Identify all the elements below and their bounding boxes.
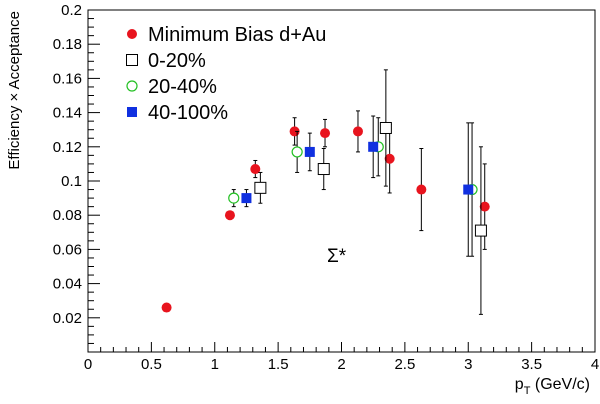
x-tick-label: 2 (337, 356, 345, 373)
data-point (254, 181, 267, 194)
legend-marker (126, 54, 138, 66)
legend: Minimum Bias d+Au 0-20% 20-40% 40-100% (126, 24, 326, 124)
data-point (474, 224, 487, 237)
y-tick-label: 0.02 (53, 310, 82, 327)
x-axis-label: pT (GeV/c) (515, 376, 590, 397)
legend-label: 20-40% (148, 76, 217, 98)
x-tick-label: 3.5 (521, 356, 542, 373)
x-axis-label-main: p (515, 376, 524, 393)
y-tick-label: 0.16 (53, 70, 82, 87)
series-0 (161, 110, 490, 313)
data-point (304, 146, 315, 157)
y-tick-label: 0.04 (53, 276, 82, 293)
legend-item: Minimum Bias d+Au (127, 24, 326, 46)
data-point (479, 201, 490, 212)
data-layer (161, 69, 490, 315)
y-tick-label: 0.2 (61, 2, 82, 19)
x-tick-labels: 0 0.5 1 1.5 2 2.5 3 3.5 4 (84, 356, 599, 373)
axis-ticks (87, 9, 596, 353)
annotation-label: Σ* (327, 246, 347, 267)
legend-item: 40-100% (127, 102, 228, 124)
y-tick-label: 0.06 (53, 241, 82, 258)
data-point (463, 184, 474, 195)
data-point (161, 302, 172, 313)
data-point (352, 126, 363, 137)
data-point (317, 163, 330, 176)
y-axis-label: Efficiency × Acceptance (6, 11, 23, 170)
data-point (416, 184, 427, 195)
y-tick-label: 0.18 (53, 36, 82, 53)
plot-frame (87, 9, 596, 353)
x-tick-label: 1.5 (268, 356, 289, 373)
y-tick-labels: 0.02 0.04 0.06 0.08 0.1 0.12 0.14 0.16 0.18 0.2 (53, 2, 82, 327)
x-tick-label: 4 (591, 356, 599, 373)
x-tick-label: 1 (211, 356, 219, 373)
data-point (224, 210, 235, 221)
legend-marker (126, 80, 138, 92)
y-tick-label: 0.12 (53, 139, 82, 156)
x-tick-label: 0.5 (141, 356, 162, 373)
data-point (379, 121, 392, 134)
y-tick-label: 0.14 (53, 105, 82, 122)
data-point (241, 193, 252, 204)
x-axis-label-sub: T (524, 385, 531, 397)
series-1 (254, 69, 487, 315)
series-3 (241, 115, 474, 257)
x-tick-label: 0 (84, 356, 92, 373)
data-point (368, 141, 379, 152)
y-tick-label: 0.1 (61, 173, 82, 190)
data-point (291, 146, 303, 158)
legend-label: 0-20% (148, 50, 206, 72)
data-point (250, 164, 261, 175)
x-tick-label: 2.5 (394, 356, 415, 373)
data-point (384, 153, 395, 164)
legend-label: 40-100% (148, 102, 228, 124)
legend-label: Minimum Bias d+Au (148, 24, 326, 46)
legend-marker (127, 29, 137, 39)
data-point (228, 192, 240, 204)
y-tick-label: 0.08 (53, 207, 82, 224)
legend-item: 0-20% (126, 50, 206, 72)
legend-marker (127, 107, 137, 117)
x-axis-label-rest: (GeV/c) (530, 376, 590, 393)
x-tick-label: 3 (464, 356, 472, 373)
data-point (320, 128, 331, 139)
legend-item: 20-40% (126, 76, 217, 98)
